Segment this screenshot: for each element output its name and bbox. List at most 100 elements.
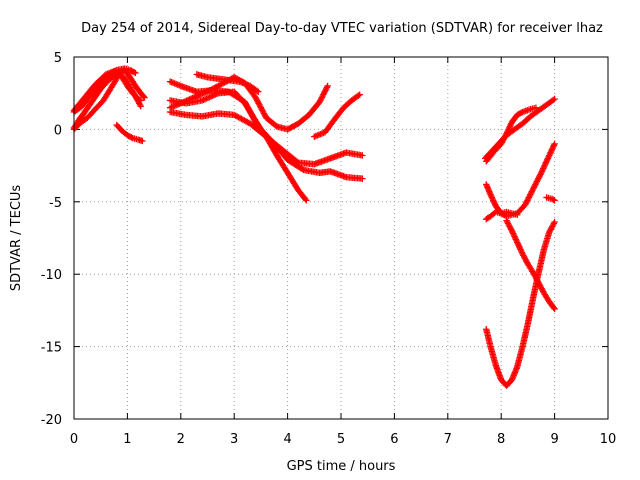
data-point <box>137 97 144 104</box>
data-point <box>505 126 512 133</box>
data-point <box>512 234 519 242</box>
data-point <box>507 226 515 233</box>
data-point <box>514 239 521 246</box>
data-point <box>293 158 301 165</box>
data-point <box>201 95 209 103</box>
x-tick-label: 2 <box>177 432 185 447</box>
data-point <box>209 92 216 100</box>
data-point <box>140 93 147 100</box>
data-point <box>544 156 551 164</box>
data-point <box>202 88 209 96</box>
x-tick-label: 1 <box>123 432 131 447</box>
data-point <box>514 240 522 247</box>
x-tick-label: 8 <box>497 432 505 447</box>
data-point <box>539 166 546 174</box>
data-point <box>318 94 326 101</box>
data-point <box>547 149 554 156</box>
y-tick-label: -10 <box>41 268 62 283</box>
data-point <box>128 134 135 141</box>
data-point <box>550 220 558 227</box>
series-arc-11 <box>311 91 363 140</box>
data-point <box>550 142 558 149</box>
data-point <box>535 175 542 182</box>
data-point <box>490 198 498 205</box>
data-point <box>359 152 366 159</box>
x-tick-label: 4 <box>283 432 291 447</box>
data-point <box>189 94 196 102</box>
data-point <box>526 192 533 200</box>
series-arc-7 <box>166 88 366 182</box>
data-point <box>533 178 541 185</box>
data-point <box>503 130 510 137</box>
data-point <box>210 91 218 99</box>
series-arc-8 <box>166 108 366 168</box>
data-point <box>515 242 522 249</box>
data-point <box>549 145 556 152</box>
data-point <box>319 92 326 100</box>
data-point <box>213 90 220 98</box>
series-arc-10 <box>193 71 262 95</box>
data-point <box>546 152 553 159</box>
x-tick-label: 3 <box>230 432 238 447</box>
data-point <box>137 103 144 110</box>
data-point <box>517 246 524 253</box>
data-point <box>518 249 526 256</box>
data-point <box>514 211 521 219</box>
x-tick-label: 9 <box>550 432 558 447</box>
series-arc-16 <box>543 194 558 204</box>
data-point <box>504 129 511 136</box>
data-point <box>253 87 261 94</box>
data-point <box>502 131 509 139</box>
data-point <box>212 91 219 98</box>
data-point <box>206 93 213 101</box>
data-point <box>550 143 557 150</box>
data-point <box>525 194 533 201</box>
data-point <box>512 236 520 243</box>
data-point <box>538 168 546 175</box>
data-point <box>544 155 552 162</box>
data-point <box>203 95 210 102</box>
data-point <box>530 185 537 192</box>
data-point <box>506 124 513 132</box>
data-point <box>550 96 557 104</box>
data-point <box>540 163 548 171</box>
data-point <box>181 98 189 105</box>
data-point <box>522 201 529 208</box>
x-tick-label: 7 <box>444 432 452 447</box>
data-point <box>508 227 516 234</box>
data-point <box>534 176 541 184</box>
data-point <box>200 96 207 103</box>
data-point <box>190 94 198 101</box>
data-point <box>535 173 543 181</box>
data-point <box>509 229 516 236</box>
data-point <box>507 121 514 129</box>
y-tick-label: -15 <box>41 341 62 356</box>
data-point <box>359 175 366 182</box>
data-point <box>488 194 496 201</box>
data-point <box>355 92 362 99</box>
data-point <box>513 237 520 245</box>
data-point <box>203 88 211 95</box>
plot-frame <box>73 56 609 420</box>
data-point <box>523 198 530 205</box>
data-point <box>321 88 328 95</box>
data-point <box>543 158 550 165</box>
data-point <box>527 189 535 197</box>
data-point <box>200 89 208 97</box>
data-point <box>551 95 558 103</box>
x-tick-label: 5 <box>337 432 345 447</box>
data-point <box>522 200 530 207</box>
data-point <box>186 96 193 103</box>
series-arc-13 <box>483 104 540 165</box>
y-tick-label: 5 <box>54 51 62 66</box>
data-point <box>548 146 556 153</box>
data-point <box>196 91 203 98</box>
data-point <box>195 92 202 99</box>
series-arc-15 <box>483 208 521 223</box>
data-point <box>198 97 206 104</box>
series-arc-5 <box>113 121 146 145</box>
data-point <box>187 95 195 102</box>
data-point <box>542 159 550 166</box>
data-point <box>322 85 330 93</box>
